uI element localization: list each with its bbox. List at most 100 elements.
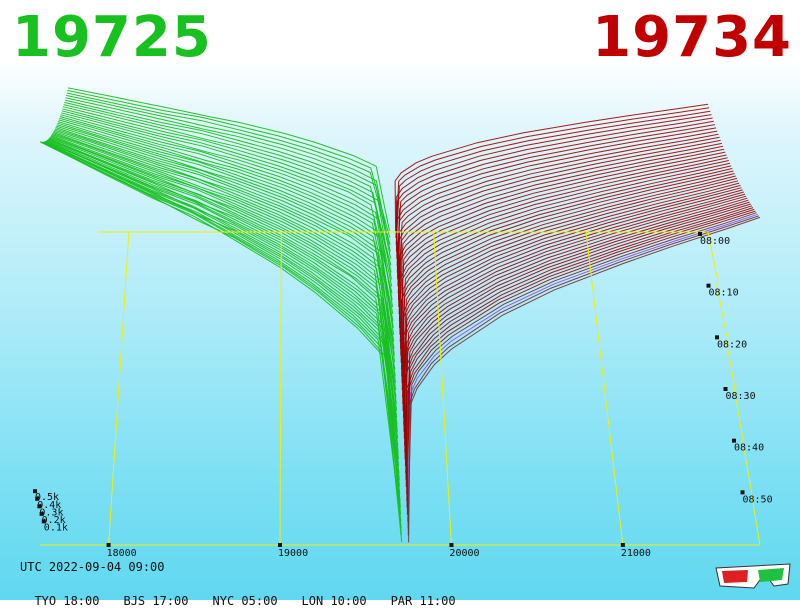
ask-depth-line [406, 208, 755, 508]
ask-depth-line [402, 177, 738, 405]
time-tick-label-0820: 08:20 [717, 339, 747, 350]
y-tick-mark [41, 519, 46, 524]
ask-depth-line [404, 193, 746, 453]
ask-depth-line [399, 148, 725, 328]
ask-depth-line [395, 107, 710, 238]
ask-depth-line [395, 110, 711, 245]
ask-depth-line [405, 201, 750, 481]
bid-depth-line [51, 134, 398, 411]
ask-depth-line [406, 207, 754, 501]
ask-depth-line [402, 187, 742, 432]
x-grid-line [585, 231, 624, 546]
bid-depth-line [56, 125, 396, 363]
utc-time: UTC 2022-09-04 09:00 [20, 560, 165, 574]
ask-depth-line [401, 168, 733, 377]
bid-depth-line [55, 127, 396, 370]
bid-depth-line [47, 138, 399, 453]
ask-depth-line [400, 157, 728, 349]
ask-depth-line [402, 182, 740, 418]
y-tick-label-0.4k: 0.4k [37, 500, 61, 511]
bid-depth-line [63, 104, 392, 280]
time-tick-mark [715, 335, 719, 340]
timezone-tyo: TYO 18:00 [34, 594, 100, 608]
time-tick-mark [732, 438, 736, 443]
bid-depth-line [43, 141, 401, 501]
ask-depth-line [407, 212, 757, 522]
time-tick-label-0800: 08:00 [700, 236, 730, 247]
ask-depth-line [398, 136, 720, 301]
ask-price: 19734 [592, 5, 792, 70]
bid-depth-line [49, 137, 399, 439]
bid-depth-line [53, 130, 397, 391]
bid-depth-line [42, 141, 402, 515]
x-grid-line [108, 231, 130, 546]
bid-depth-line [54, 128, 396, 377]
ask-depth-line [405, 203, 751, 488]
x-tick-label-19000: 19000 [278, 548, 308, 559]
bid-depth-line [64, 101, 392, 273]
time-tick-label-0840: 08:40 [734, 443, 764, 454]
bid-depth-line [65, 94, 391, 252]
y-tick-label-0.5k: 0.5k [35, 492, 59, 503]
ask-depth-line [405, 199, 749, 474]
right-grid-edge [742, 440, 753, 493]
bid-depth-line [56, 124, 395, 356]
ask-depth-line [395, 114, 712, 252]
time-tick-label-0810: 08:10 [709, 288, 739, 299]
ask-depth-line [406, 210, 756, 515]
ask-depth-line [406, 205, 753, 494]
ask-depth-line [397, 139, 721, 308]
ask-depth-line [399, 154, 727, 342]
ask-depth-line [408, 216, 761, 543]
bid-depth-line [39, 141, 403, 542]
right-grid-edge [724, 336, 736, 389]
bid-price: 19725 [12, 5, 212, 70]
ask-depth-line [396, 127, 717, 280]
bid-depth-line [57, 121, 395, 342]
ask-depth-line [399, 151, 726, 335]
right-grid-edge [707, 231, 719, 285]
bid-depth-line [48, 138, 399, 446]
bid-depth-line [62, 108, 393, 294]
ask-depth-line [396, 120, 714, 266]
ask-depth-line [403, 189, 743, 439]
time-tick-mark [723, 387, 728, 391]
time-tick-mark [706, 283, 711, 288]
y-tick-label-0.3k: 0.3k [39, 507, 63, 518]
3d-glasses-icon[interactable] [714, 562, 792, 592]
timezone-bjs: BJS 17:00 [123, 594, 189, 608]
bid-depth-line [61, 110, 393, 301]
ask-depth-line [396, 124, 715, 273]
bid-depth-line [67, 89, 391, 238]
bid-depth-line [46, 139, 400, 467]
bid-depth-line [52, 133, 397, 404]
y-tick-label-0.1k: 0.1k [44, 522, 68, 533]
ask-depth-line [397, 130, 718, 287]
bid-depth-line [42, 141, 401, 508]
bid-depth-line [65, 97, 392, 259]
ask-depth-line [402, 180, 739, 412]
bid-depth-line [66, 92, 391, 245]
ask-depth-line [406, 215, 759, 536]
timezone-nyc: NYC 05:00 [212, 594, 278, 608]
bid-depth-line [59, 116, 394, 322]
ask-depth-line [403, 184, 741, 425]
bid-depth-line [59, 117, 394, 328]
x-tick-label-18000: 18000 [107, 548, 137, 559]
bid-depth-line [50, 135, 398, 425]
ask-depth-line [400, 170, 734, 384]
timezone-row: TYO 18:00 BJS 17:00 NYC 05:00 LON 10:00 PAR … [20, 580, 480, 608]
bid-depth-line [51, 135, 398, 418]
bid-depth-line [61, 112, 393, 308]
x-grid-line [433, 231, 452, 546]
time-tick-mark [740, 490, 745, 495]
ask-depth-line [404, 191, 744, 446]
right-grid-edge [733, 388, 744, 441]
ask-depth-line [401, 173, 735, 391]
bid-depth-line [52, 131, 397, 397]
bid-depth-line [41, 141, 402, 522]
ask-depth-line [396, 117, 713, 259]
x-tick-mark [620, 543, 625, 547]
bid-depth-line [45, 140, 400, 480]
